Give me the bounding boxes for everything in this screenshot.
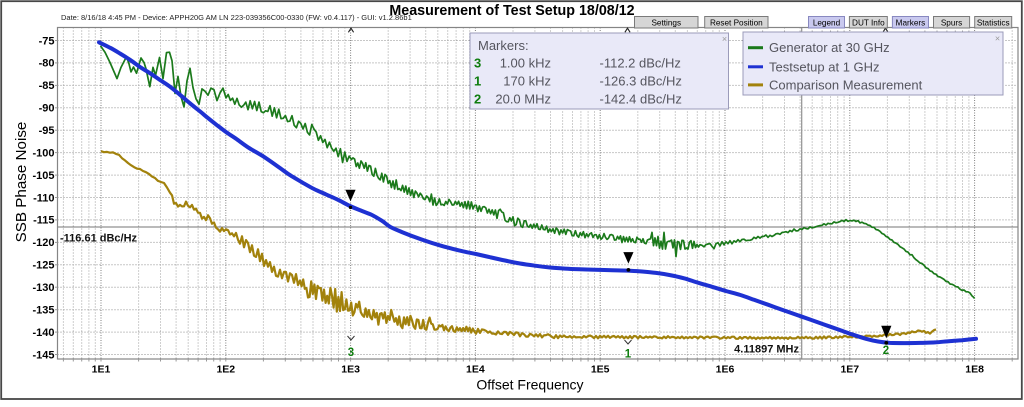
- svg-text:-75: -75: [39, 35, 55, 47]
- svg-text:4.11897 MHz: 4.11897 MHz: [734, 344, 799, 356]
- svg-text:-112.2 dBc/Hz: -112.2 dBc/Hz: [600, 56, 681, 71]
- svg-text:-125: -125: [32, 260, 54, 272]
- svg-text:-105: -105: [32, 170, 54, 182]
- svg-text:1E4: 1E4: [466, 364, 485, 376]
- svg-text:Comparison Measurement: Comparison Measurement: [769, 77, 923, 92]
- svg-text:1E6: 1E6: [716, 364, 735, 376]
- svg-text:3: 3: [474, 56, 481, 71]
- svg-text:1E3: 1E3: [341, 364, 360, 376]
- svg-text:Testsetup at 1 GHz: Testsetup at 1 GHz: [769, 59, 880, 74]
- svg-text:DUT Info: DUT Info: [852, 18, 885, 27]
- svg-text:-100: -100: [32, 147, 54, 159]
- svg-text:-90: -90: [39, 103, 55, 115]
- svg-text:1.00 kHz: 1.00 kHz: [500, 56, 551, 71]
- svg-text:1E2: 1E2: [216, 364, 235, 376]
- svg-text:-126.3 dBc/Hz: -126.3 dBc/Hz: [600, 73, 682, 88]
- svg-text:Markers: Markers: [896, 18, 926, 27]
- svg-text:-140: -140: [32, 327, 54, 339]
- svg-text:Generator at 30 GHz: Generator at 30 GHz: [769, 40, 890, 55]
- svg-text:Legend: Legend: [813, 18, 841, 27]
- svg-text:Measurement of Test Setup 18/0: Measurement of Test Setup 18/08/12: [389, 3, 634, 19]
- svg-text:-80: -80: [39, 58, 55, 70]
- svg-text:1: 1: [625, 349, 632, 361]
- svg-text:2: 2: [474, 92, 481, 107]
- svg-text:-110: -110: [33, 192, 54, 204]
- svg-text:Markers:: Markers:: [478, 38, 529, 53]
- svg-text:-120: -120: [32, 237, 54, 249]
- svg-text:-95: -95: [39, 125, 55, 137]
- svg-text:1: 1: [474, 73, 481, 88]
- svg-text:Settings: Settings: [651, 18, 681, 27]
- svg-text:Spurs: Spurs: [941, 18, 962, 27]
- svg-text:1E7: 1E7: [840, 364, 859, 376]
- svg-text:-135: -135: [32, 305, 54, 317]
- svg-text:SSB Phase Noise: SSB Phase Noise: [13, 122, 30, 243]
- svg-text:Date: 8/16/18 4:45 PM - Device: Date: 8/16/18 4:45 PM - Device: APPH20G …: [61, 13, 412, 22]
- svg-text:20.0 MHz: 20.0 MHz: [495, 92, 551, 107]
- svg-text:-85: -85: [39, 80, 55, 92]
- svg-text:×: ×: [995, 34, 1000, 44]
- svg-text:Offset Frequency: Offset Frequency: [476, 377, 583, 393]
- svg-text:-115: -115: [33, 215, 54, 227]
- svg-text:1E5: 1E5: [591, 364, 610, 376]
- svg-text:Statistics: Statistics: [977, 18, 1010, 27]
- svg-text:1E8: 1E8: [965, 364, 984, 376]
- svg-text:Reset Position: Reset Position: [710, 18, 763, 27]
- svg-text:3: 3: [348, 347, 354, 359]
- svg-text:2: 2: [883, 345, 889, 357]
- svg-text:-142.4 dBc/Hz: -142.4 dBc/Hz: [600, 92, 682, 107]
- svg-text:×: ×: [722, 34, 727, 44]
- svg-text:1E1: 1E1: [92, 364, 111, 376]
- svg-text:-116.61 dBc/Hz: -116.61 dBc/Hz: [60, 233, 138, 245]
- svg-text:170 kHz: 170 kHz: [503, 73, 551, 88]
- svg-text:-145: -145: [32, 349, 54, 361]
- svg-text:-130: -130: [32, 282, 54, 294]
